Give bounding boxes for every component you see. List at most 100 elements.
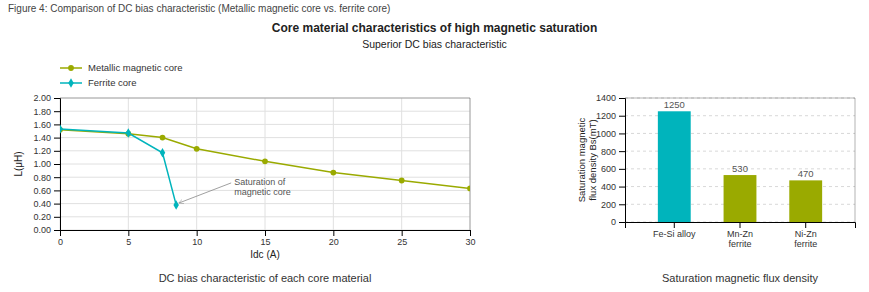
tick-mark [197,230,198,236]
tick-label: 1.20 [33,146,51,156]
tick-mark [470,230,471,236]
frame-line [625,98,855,99]
tick-mark [674,222,675,228]
tick: 1200 [596,111,625,121]
annotation-arrow [179,183,231,203]
tick-label: Ni-Znferrite [794,229,817,249]
tick: 800 [601,147,625,157]
subtitle: Saturation magnetic flux density [662,272,818,284]
axis-line [626,223,856,229]
tick: 30 [465,230,475,247]
bar [658,111,691,222]
legend-swatch [68,65,74,71]
grid-line [625,98,855,99]
tick-mark [619,133,625,134]
series-line [60,130,470,189]
legend-label: Ferrite core [88,77,137,88]
tick-mark [333,230,334,236]
data-label: 470 [798,168,814,179]
x-axis: 051015202530 [58,230,476,247]
tick-label: 15 [260,237,270,247]
tick-mark [128,230,129,236]
tick: 600 [601,164,625,174]
tick-label: 25 [397,237,407,247]
series-marker [160,135,166,141]
series-marker [399,178,405,184]
tick-label: 20 [329,237,339,247]
plot-area [60,124,470,209]
grid [60,98,470,230]
grid-line [470,98,471,230]
tick-label: 0.40 [33,199,51,209]
tick-label: 1.60 [33,120,51,130]
tick-label: 200 [601,200,616,210]
data-label: 530 [732,163,748,174]
tick-mark [619,169,625,170]
tick: 400 [601,182,625,192]
tick: Fe-Si alloy [653,222,696,239]
axis-line [61,231,471,237]
bar [724,175,757,222]
tick-mark [619,187,625,188]
subtitle: DC bias characteristic of each core mate… [159,272,372,284]
data-label: 1250 [664,99,685,110]
bar-chart: 0 200 400 600 800 1000 1200 1400 Fe-Si alloy Mn-Z… [576,93,856,249]
tick: Mn-Znferrite [727,222,753,249]
axis-line [54,99,61,231]
tick-label: 30 [465,237,475,247]
tick-label: 600 [601,164,616,174]
tick-label: 1.00 [33,159,51,169]
tick-label: 1.40 [33,133,51,143]
tick: 20 [329,230,339,247]
tick-mark [54,151,60,152]
tick: 1.20 [33,146,60,156]
tick: 1400 [596,93,625,103]
tick-label: 800 [601,147,616,157]
chart-root: Figure 4: Comparison of DC bias characte… [0,0,869,292]
grid-line [60,203,470,204]
tick: 0 [58,230,63,247]
tick-mark [740,222,741,228]
tick-mark [54,111,60,112]
y-axis-title: L(μH) [13,151,24,176]
tick-label: Mn-Znferrite [727,229,753,249]
legend-label: Metallic magnetic core [88,62,183,73]
tick: 15 [260,230,270,247]
tick-label: 1.80 [33,107,51,117]
grid [625,98,855,222]
tick-mark [619,151,625,152]
line-chart: 0510152025300.000.200.400.600.801.001.20… [13,93,476,260]
grid-line [60,124,470,125]
grid-line [60,150,470,151]
series-marker [60,124,63,133]
tick-mark [54,204,60,205]
axis-line [619,99,626,223]
tick: 1.40 [33,133,60,143]
tick: Ni-Znferrite [794,222,817,249]
tick: 0.20 [33,212,60,222]
tick-label: 0.60 [33,186,51,196]
tick-label: 400 [601,182,616,192]
tick-label: 1000 [596,129,616,139]
tick-mark [54,124,60,125]
tick: 200 [601,200,625,210]
tick-label: Fe-Si alloy [653,229,696,239]
series-marker [262,158,268,164]
series-marker [467,186,470,192]
tick-mark [54,138,60,139]
tick-mark [54,217,60,218]
tick: 0.00 [33,225,60,235]
tick: 0 [611,217,625,227]
tick: 1.80 [33,107,60,117]
tick: 0.40 [33,199,60,209]
tick-mark [619,222,625,223]
tick-mark [619,204,625,205]
series-marker [160,148,165,157]
tick-mark [54,190,60,191]
legend: Metallic magnetic core Ferrite core [60,62,183,88]
series-line [60,129,176,205]
plot-area [658,111,822,222]
tick: 1.00 [33,159,60,169]
frame-line [470,98,471,230]
tick: 1.60 [33,120,60,130]
